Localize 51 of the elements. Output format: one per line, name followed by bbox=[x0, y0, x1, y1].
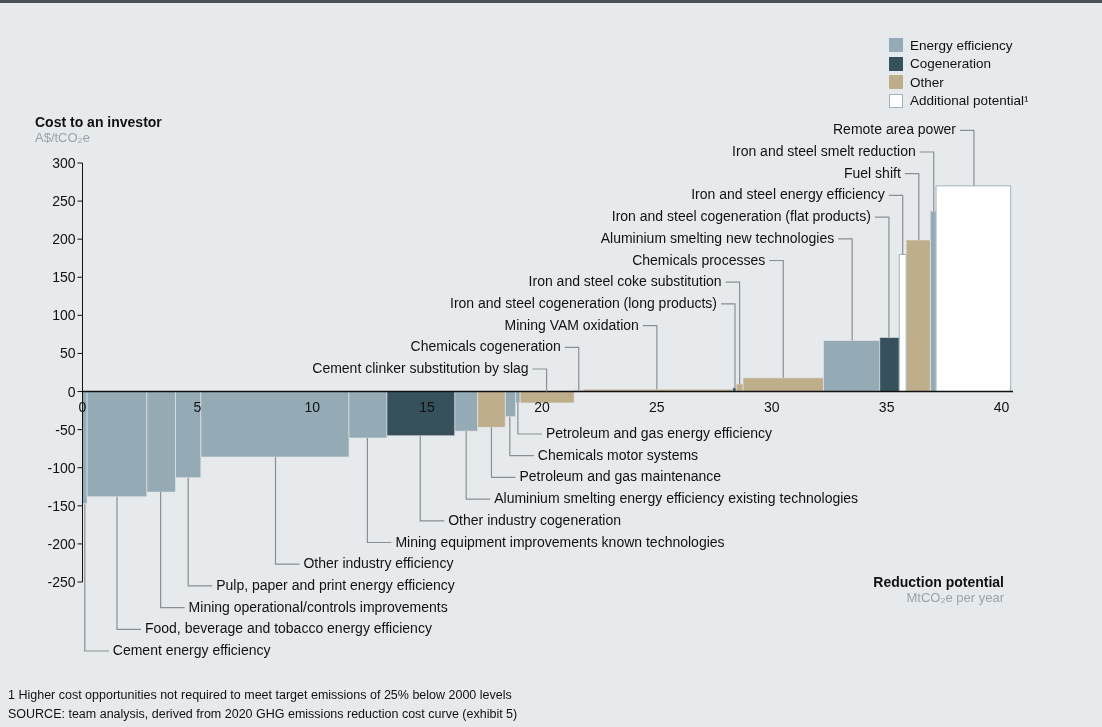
y-tick-label: -100 bbox=[47, 459, 76, 476]
annotation: Iron and steel cogeneration (long products) bbox=[450, 294, 717, 311]
annotation: Food, beverage and tobacco energy efficiency bbox=[144, 620, 432, 637]
x-axis-title: Reduction potential MtCO₂e per year bbox=[873, 574, 1004, 605]
y-tick-label: 50 bbox=[59, 345, 76, 362]
x-tick-label: 15 bbox=[419, 398, 436, 415]
y-tick-label: -50 bbox=[55, 421, 76, 438]
x-tick-label: 10 bbox=[304, 398, 321, 415]
y-axis-title: Cost to an investor A$/tCO₂e bbox=[35, 114, 162, 145]
text: 1 Higher cost opportunities not required to meet target emissions of 25% below 2000 levels bbox=[8, 687, 513, 704]
y-tick-label: -150 bbox=[47, 497, 76, 514]
source-note: SOURCE: team analysis, derived from 2020 GHG emissions reduction cost curve (exhibit 5) bbox=[8, 706, 518, 723]
x-tick-label: 35 bbox=[878, 398, 895, 415]
annotation: Pulp, paper and print energy efficiency bbox=[216, 576, 455, 593]
y-tick-label: 250 bbox=[52, 193, 76, 210]
y-tick-label: 100 bbox=[52, 307, 76, 324]
annotation: Remote area power bbox=[832, 121, 957, 138]
legend-label: Energy efficiency bbox=[910, 37, 1013, 53]
annotation: Chemicals motor systems bbox=[537, 446, 699, 463]
annotation: Other industry efficiency bbox=[303, 555, 454, 572]
x-tick-label: 25 bbox=[649, 398, 665, 415]
annotation: Mining equipment improvements known technologies bbox=[395, 533, 725, 550]
x-tick-label: 20 bbox=[534, 398, 550, 415]
annotation: Mining VAM oxidation bbox=[504, 316, 639, 333]
annotation: Chemicals cogeneration bbox=[410, 338, 561, 355]
legend-label: Cogeneration bbox=[910, 56, 992, 72]
annotation: Petroleum and gas energy efficiency bbox=[545, 425, 773, 441]
y-tick-label: 150 bbox=[52, 269, 76, 286]
x-tick-label: 40 bbox=[993, 398, 1010, 415]
annotation: Iron and steel cogeneration (flat products) bbox=[611, 208, 871, 225]
annotation: Mining operational/controls improvements bbox=[188, 598, 448, 615]
y-tick-label: 200 bbox=[52, 231, 76, 248]
y-tick-label: -250 bbox=[47, 573, 76, 590]
y-tick-label: 0 bbox=[67, 383, 76, 400]
annotation: Aluminium smelting new technologies bbox=[600, 229, 835, 246]
x-tick-label: 30 bbox=[763, 398, 780, 415]
annotation: Iron and steel energy efficiency bbox=[691, 186, 885, 203]
annotation: Cement energy efficiency bbox=[112, 642, 271, 658]
legend-label: Other bbox=[910, 74, 944, 90]
y-tick-label: 300 bbox=[52, 154, 76, 171]
x-tick-label: 5 bbox=[193, 398, 202, 415]
legend-label: Additional potential¹ bbox=[910, 93, 1029, 109]
annotation: Petroleum and gas maintenance bbox=[519, 468, 722, 485]
annotation: Iron and steel smelt reduction bbox=[732, 143, 916, 159]
annotation: Iron and steel coke substitution bbox=[528, 273, 722, 290]
y-tick-label: -200 bbox=[47, 535, 76, 552]
annotation: Chemicals processes bbox=[632, 251, 766, 268]
annotation: Cement clinker substitution by slag bbox=[312, 360, 529, 376]
annotation: Other industry cogeneration bbox=[448, 511, 621, 528]
annotation: Fuel shift bbox=[843, 164, 901, 181]
annotation: Aluminium smelting energy efficiency existing technologies bbox=[494, 490, 859, 507]
